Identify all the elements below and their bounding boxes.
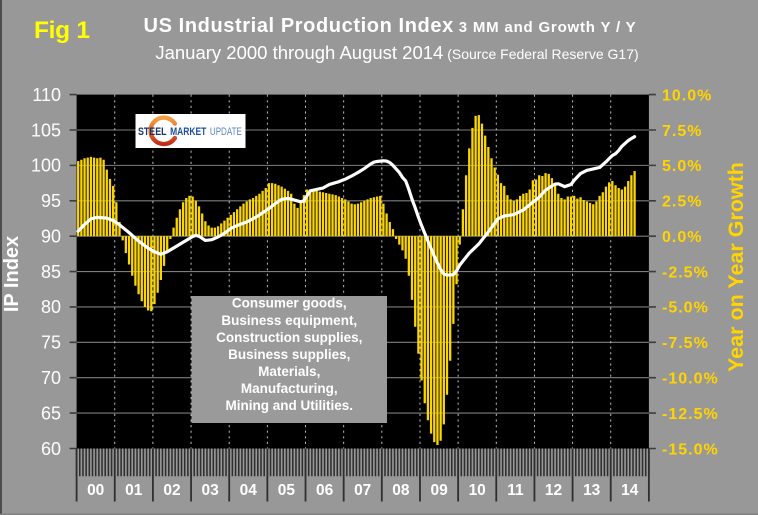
svg-text:-5.0%: -5.0% (662, 300, 709, 317)
svg-text:09: 09 (430, 482, 448, 499)
svg-text:Consumer goods,: Consumer goods, (232, 296, 347, 311)
svg-text:STEEL: STEEL (138, 126, 167, 138)
svg-text:01: 01 (125, 482, 143, 499)
svg-text:14: 14 (621, 482, 639, 499)
svg-text:10.0%: 10.0% (662, 87, 712, 104)
svg-text:10: 10 (469, 482, 486, 499)
svg-text:-12.5%: -12.5% (662, 406, 719, 423)
svg-text:90: 90 (41, 227, 61, 247)
svg-text:Mining and Utilities.: Mining and Utilities. (226, 398, 354, 413)
svg-text:Business equipment,: Business equipment, (221, 313, 357, 328)
svg-text:100: 100 (31, 156, 61, 176)
svg-text:03: 03 (201, 482, 219, 499)
svg-text:Materials,: Materials, (258, 364, 320, 379)
svg-text:IP Index: IP Index (1, 236, 23, 312)
svg-text:-7.5%: -7.5% (662, 335, 709, 352)
svg-text:95: 95 (41, 191, 61, 211)
svg-text:US Industrial Production Index: US Industrial Production Index 3 MM and … (144, 15, 637, 37)
svg-text:04: 04 (240, 482, 258, 499)
svg-text:05: 05 (278, 482, 296, 499)
svg-text:Manufacturing,: Manufacturing, (241, 381, 338, 396)
svg-text:60: 60 (41, 439, 61, 459)
svg-text:110: 110 (32, 85, 61, 105)
svg-text:13: 13 (583, 482, 601, 499)
svg-text:65: 65 (41, 403, 61, 423)
svg-text:00: 00 (87, 482, 104, 499)
svg-text:January 2000 through August 20: January 2000 through August 2014 (Source… (155, 42, 638, 63)
svg-text:Year on Year Growth: Year on Year Growth (724, 162, 748, 372)
svg-text:-2.5%: -2.5% (662, 264, 709, 281)
svg-text:Fig 1: Fig 1 (34, 17, 90, 44)
svg-text:08: 08 (392, 482, 410, 499)
svg-text:5.0%: 5.0% (662, 158, 702, 175)
svg-text:06: 06 (316, 482, 334, 499)
svg-text:-15.0%: -15.0% (662, 441, 719, 458)
svg-text:07: 07 (354, 482, 371, 499)
svg-text:MARKET: MARKET (170, 126, 206, 138)
svg-text:Business supplies,: Business supplies, (228, 347, 350, 362)
svg-text:UPDATE: UPDATE (210, 126, 242, 138)
svg-text:02: 02 (163, 482, 180, 499)
svg-text:75: 75 (41, 333, 61, 353)
svg-text:0.0%: 0.0% (662, 229, 702, 246)
svg-text:105: 105 (31, 120, 61, 140)
svg-text:7.5%: 7.5% (662, 123, 702, 140)
svg-text:-10.0%: -10.0% (662, 371, 719, 388)
svg-text:2.5%: 2.5% (662, 194, 702, 211)
svg-text:Construction supplies,: Construction supplies, (216, 330, 362, 345)
svg-text:80: 80 (41, 297, 61, 317)
svg-text:11: 11 (507, 482, 524, 499)
svg-text:12: 12 (545, 482, 562, 499)
svg-text:70: 70 (41, 368, 61, 388)
svg-text:85: 85 (41, 262, 61, 282)
